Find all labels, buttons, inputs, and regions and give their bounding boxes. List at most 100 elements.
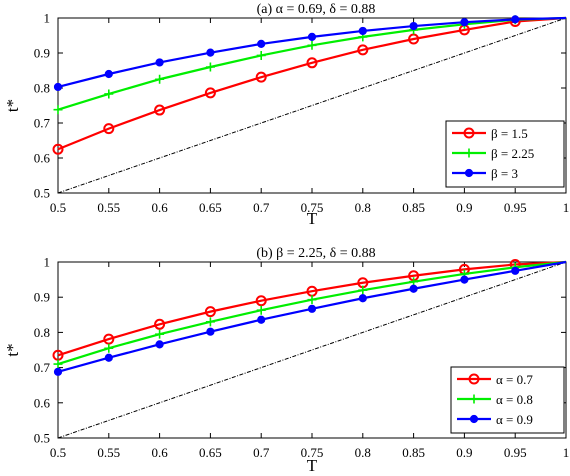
x-tick-label: 0.75 — [301, 445, 324, 460]
data-point — [205, 317, 215, 327]
data-point — [52, 143, 64, 155]
data-point — [306, 57, 318, 69]
data-point — [104, 353, 113, 362]
legend-label: α = 0.9 — [496, 412, 533, 427]
data-point — [53, 359, 63, 369]
data-point — [206, 327, 215, 336]
y-axis-label: t* — [3, 99, 22, 112]
data-point — [460, 275, 469, 284]
chart-title: (a) α = 0.69, δ = 0.88 — [257, 2, 376, 17]
data-point — [155, 340, 164, 349]
data-point — [204, 306, 216, 318]
y-axis-label: t* — [3, 343, 22, 356]
legend-label: α = 0.7 — [496, 372, 533, 387]
legend: α = 0.7 α = 0.8 α = 0.9 — [450, 366, 565, 434]
x-tick-label: 0.6 — [151, 445, 168, 460]
legend-swatch-marker — [468, 373, 480, 385]
data-point — [409, 284, 418, 293]
series-line — [57, 260, 567, 366]
data-point — [358, 294, 367, 303]
series-line — [57, 260, 567, 357]
chart-panel-a: 0.5 0.55 0.6 0.65 0.7 0.75 0.8 0.85 0.9 0.95 1 0.5 0… — [3, 2, 569, 228]
legend-label: α = 0.8 — [496, 392, 533, 407]
legend-swatch-marker — [469, 394, 479, 404]
x-tick-label: 0.9 — [456, 200, 472, 215]
data-point — [53, 105, 63, 115]
data-point — [408, 33, 420, 45]
x-tick-label: 0.75 — [301, 200, 324, 215]
legend-label: β = 1.5 — [491, 126, 528, 141]
x-tick-label: 1 — [563, 445, 570, 460]
y-tick-label: 1 — [44, 11, 51, 26]
series-line — [57, 16, 567, 89]
data-point — [206, 48, 215, 57]
x-tick-label: 1 — [563, 200, 570, 215]
data-point — [53, 82, 63, 92]
data-point — [255, 71, 267, 83]
reference-line — [57, 17, 567, 194]
data-point — [257, 315, 266, 324]
data-point — [205, 62, 215, 72]
y-tick-label: 0.7 — [34, 360, 51, 375]
data-point — [154, 104, 166, 116]
legend-swatch-marker — [464, 168, 474, 178]
x-tick-label: 0.5 — [50, 200, 66, 215]
y-tick-label: 0.5 — [34, 431, 50, 446]
data-point — [53, 367, 63, 376]
data-point — [256, 50, 266, 60]
x-tick-label: 0.85 — [402, 445, 425, 460]
x-tick-label: 0.8 — [355, 445, 371, 460]
legend-swatch-marker — [463, 127, 475, 139]
data-point — [511, 266, 520, 275]
data-point — [307, 295, 317, 305]
data-point — [154, 318, 166, 330]
y-tick-label: 0.6 — [34, 395, 51, 410]
x-tick-label: 0.65 — [199, 200, 222, 215]
x-tick-label: 0.6 — [151, 200, 168, 215]
series-line — [57, 260, 567, 373]
data-point — [409, 21, 418, 31]
data-point — [155, 329, 165, 339]
data-point — [104, 69, 113, 79]
legend-swatch-marker — [469, 414, 479, 424]
x-tick-label: 0.65 — [199, 445, 222, 460]
data-point — [357, 44, 369, 56]
y-tick-label: 0.5 — [34, 186, 50, 201]
data-point — [257, 39, 266, 49]
x-tick-label: 0.7 — [253, 200, 270, 215]
x-tick-label: 0.7 — [253, 445, 270, 460]
y-tick-label: 0.8 — [34, 325, 50, 340]
x-tick-label: 0.85 — [402, 200, 425, 215]
data-point — [256, 305, 266, 315]
y-tick-label: 1 — [44, 255, 51, 270]
y-tick-label: 0.8 — [34, 81, 50, 96]
data-point — [103, 333, 115, 345]
data-point — [358, 285, 368, 295]
x-tick-label: 0.55 — [97, 445, 120, 460]
x-tick-label: 0.95 — [504, 200, 527, 215]
x-axis-label: T — [307, 456, 318, 475]
data-point — [155, 58, 164, 67]
legend: β = 1.5 β = 2.25 β = 3 — [445, 120, 565, 188]
x-tick-label: 0.5 — [50, 445, 66, 460]
data-point — [307, 32, 317, 42]
data-point — [511, 15, 520, 24]
y-tick-label: 0.9 — [34, 290, 50, 305]
x-tick-label: 0.55 — [97, 200, 120, 215]
data-point — [155, 74, 165, 84]
series-line — [57, 16, 567, 151]
y-tick-label: 0.6 — [34, 151, 51, 166]
data-point — [104, 343, 114, 353]
data-point — [104, 89, 114, 99]
data-point — [358, 26, 367, 36]
x-axis-label: T — [307, 209, 318, 228]
x-tick-label: 0.9 — [456, 445, 472, 460]
chart-title: (b) β = 2.25, δ = 0.88 — [256, 246, 375, 261]
x-tick-label: 0.95 — [504, 445, 527, 460]
data-point — [255, 295, 267, 307]
data-point — [307, 40, 317, 50]
legend-label: β = 3 — [491, 166, 518, 181]
reference-line — [57, 261, 567, 439]
y-tick-label: 0.7 — [34, 116, 51, 131]
